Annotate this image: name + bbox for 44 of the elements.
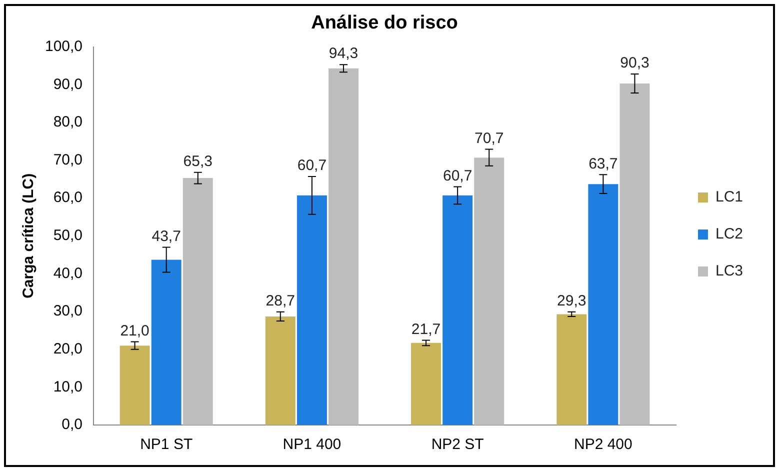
bar (556, 314, 587, 425)
y-tick-label: 60,0 (53, 189, 83, 206)
data-label: 63,7 (588, 155, 618, 172)
x-tick-label: NP1 400 (282, 436, 342, 454)
chart-title: Análise do risco (311, 12, 458, 34)
data-label: 21,0 (120, 322, 150, 340)
bar (120, 346, 150, 425)
x-tick-label: NP1 ST (140, 436, 193, 454)
x-tick-label: NP2 400 (574, 436, 632, 454)
y-tick-label: 10,0 (53, 378, 83, 396)
legend-label: LC2 (715, 226, 744, 243)
y-tick-label: 40,0 (53, 264, 83, 282)
bar (588, 184, 618, 425)
data-label: 29,3 (557, 292, 586, 310)
bar (182, 178, 213, 425)
data-label: 60,7 (442, 167, 472, 184)
data-label: 21,7 (411, 320, 441, 338)
legend-label: LC1 (715, 188, 744, 206)
bar (328, 68, 358, 425)
y-tick-label: 50,0 (53, 227, 83, 244)
bar (151, 260, 182, 425)
data-label: 65,3 (183, 153, 212, 170)
y-axis-title: Carga crítica (LC) (20, 173, 38, 298)
y-tick-label: 80,0 (53, 114, 83, 131)
bar (474, 158, 504, 425)
y-tick-label: 90,0 (53, 76, 83, 93)
bar (411, 342, 441, 425)
legend-label: LC3 (715, 262, 744, 280)
y-tick-label: 0,0 (62, 416, 83, 434)
y-tick-label: 70,0 (53, 151, 83, 168)
bar (296, 195, 327, 425)
bar (442, 195, 473, 425)
data-label: 70,7 (474, 130, 504, 147)
data-label: 43,7 (152, 228, 181, 245)
data-label: 90,3 (620, 54, 650, 72)
data-label: 28,7 (266, 292, 296, 310)
y-tick-label: 20,0 (53, 340, 83, 358)
y-tick-label: 30,0 (53, 302, 83, 320)
bar (265, 316, 296, 425)
bar (620, 83, 650, 425)
data-label: 60,7 (297, 157, 327, 174)
data-label: 94,3 (328, 45, 358, 62)
x-tick-label: NP2 ST (431, 436, 484, 454)
y-tick-label: 100,0 (44, 38, 83, 55)
